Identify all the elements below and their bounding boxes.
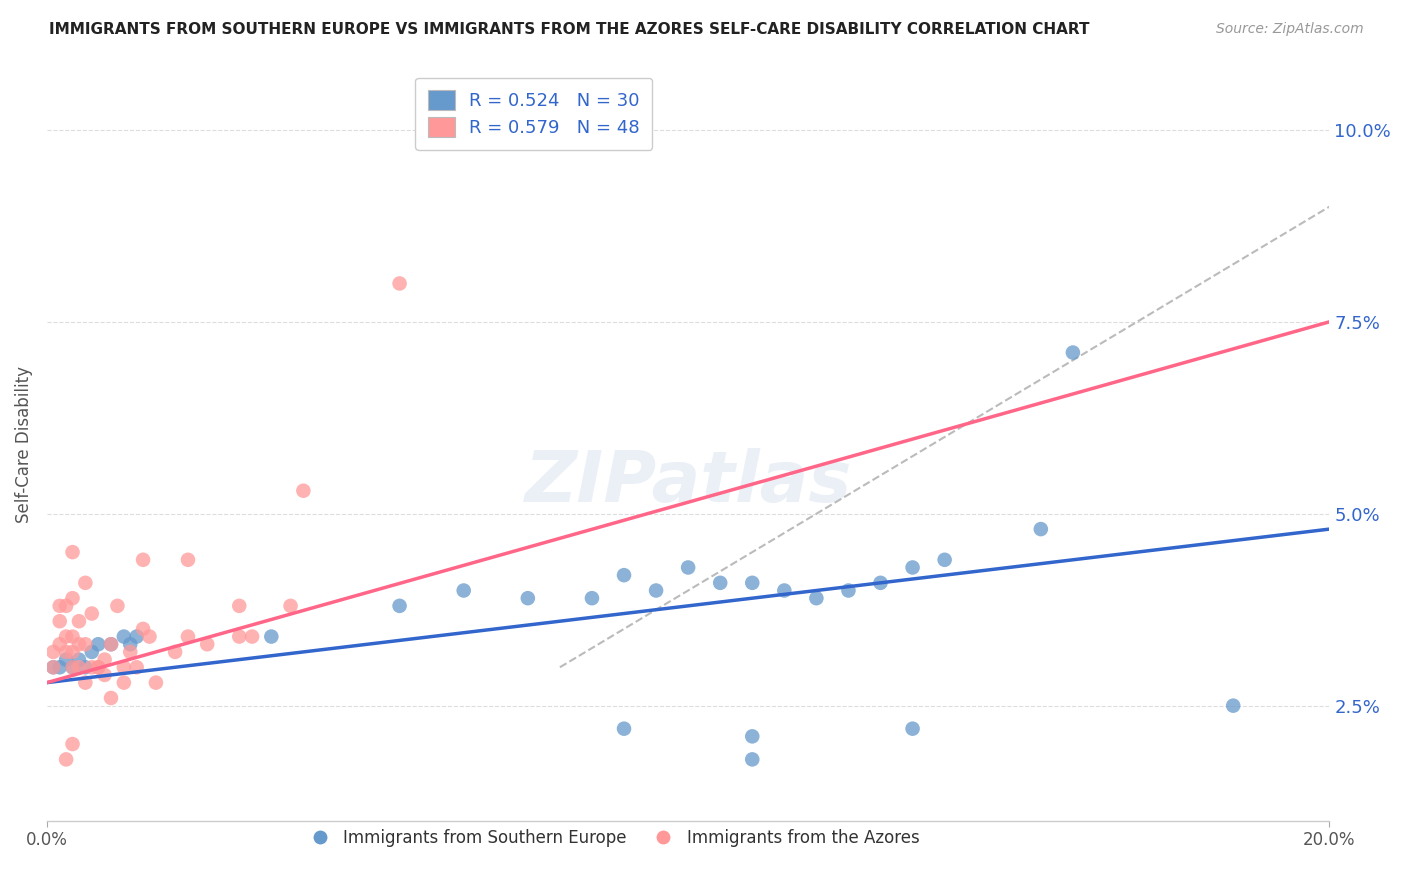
Point bbox=[87, 637, 110, 651]
Point bbox=[901, 560, 924, 574]
Point bbox=[388, 277, 411, 291]
Point bbox=[75, 675, 97, 690]
Point bbox=[100, 637, 122, 651]
Point bbox=[132, 553, 155, 567]
Point bbox=[177, 630, 200, 644]
Y-axis label: Self-Care Disability: Self-Care Disability bbox=[15, 366, 32, 524]
Point bbox=[453, 583, 475, 598]
Point bbox=[581, 591, 603, 606]
Point bbox=[145, 675, 167, 690]
Point bbox=[62, 645, 84, 659]
Point bbox=[55, 630, 77, 644]
Point bbox=[132, 622, 155, 636]
Point bbox=[62, 630, 84, 644]
Point bbox=[93, 668, 115, 682]
Point bbox=[112, 675, 135, 690]
Point bbox=[120, 645, 142, 659]
Point bbox=[741, 575, 763, 590]
Point bbox=[806, 591, 828, 606]
Point bbox=[48, 637, 70, 651]
Point bbox=[62, 591, 84, 606]
Point bbox=[280, 599, 302, 613]
Point bbox=[125, 630, 148, 644]
Point bbox=[773, 583, 796, 598]
Point bbox=[75, 575, 97, 590]
Point bbox=[177, 553, 200, 567]
Point bbox=[75, 637, 97, 651]
Point bbox=[195, 637, 218, 651]
Point bbox=[138, 630, 160, 644]
Point bbox=[613, 568, 636, 582]
Point bbox=[48, 599, 70, 613]
Point bbox=[741, 730, 763, 744]
Point bbox=[80, 660, 103, 674]
Point bbox=[934, 553, 956, 567]
Point bbox=[292, 483, 315, 498]
Point bbox=[67, 614, 90, 628]
Point bbox=[645, 583, 668, 598]
Point bbox=[75, 660, 97, 674]
Point bbox=[55, 645, 77, 659]
Point bbox=[1029, 522, 1052, 536]
Point bbox=[516, 591, 538, 606]
Legend: Immigrants from Southern Europe, Immigrants from the Azores: Immigrants from Southern Europe, Immigra… bbox=[297, 822, 927, 854]
Text: Source: ZipAtlas.com: Source: ZipAtlas.com bbox=[1216, 22, 1364, 37]
Point bbox=[100, 690, 122, 705]
Point bbox=[67, 652, 90, 666]
Point bbox=[837, 583, 859, 598]
Point bbox=[709, 575, 731, 590]
Point bbox=[80, 645, 103, 659]
Point bbox=[100, 637, 122, 651]
Point bbox=[112, 660, 135, 674]
Point bbox=[388, 599, 411, 613]
Point bbox=[62, 737, 84, 751]
Point bbox=[228, 630, 250, 644]
Point bbox=[42, 660, 65, 674]
Point bbox=[42, 645, 65, 659]
Point bbox=[228, 599, 250, 613]
Point bbox=[42, 660, 65, 674]
Point bbox=[87, 660, 110, 674]
Point bbox=[87, 660, 110, 674]
Point bbox=[741, 752, 763, 766]
Point bbox=[48, 660, 70, 674]
Point bbox=[260, 630, 283, 644]
Point bbox=[67, 660, 90, 674]
Point bbox=[125, 660, 148, 674]
Point bbox=[93, 652, 115, 666]
Text: ZIPatlas: ZIPatlas bbox=[524, 448, 852, 516]
Point bbox=[165, 645, 187, 659]
Point bbox=[55, 652, 77, 666]
Point bbox=[112, 630, 135, 644]
Text: IMMIGRANTS FROM SOUTHERN EUROPE VS IMMIGRANTS FROM THE AZORES SELF-CARE DISABILI: IMMIGRANTS FROM SOUTHERN EUROPE VS IMMIG… bbox=[49, 22, 1090, 37]
Point bbox=[120, 637, 142, 651]
Point bbox=[55, 599, 77, 613]
Point bbox=[48, 614, 70, 628]
Point bbox=[62, 660, 84, 674]
Point bbox=[1062, 345, 1084, 359]
Point bbox=[901, 722, 924, 736]
Point bbox=[1222, 698, 1244, 713]
Point bbox=[240, 630, 263, 644]
Point bbox=[107, 599, 129, 613]
Point bbox=[613, 722, 636, 736]
Point bbox=[67, 637, 90, 651]
Point bbox=[55, 752, 77, 766]
Point bbox=[62, 545, 84, 559]
Point bbox=[869, 575, 891, 590]
Point bbox=[62, 660, 84, 674]
Point bbox=[676, 560, 699, 574]
Point bbox=[80, 607, 103, 621]
